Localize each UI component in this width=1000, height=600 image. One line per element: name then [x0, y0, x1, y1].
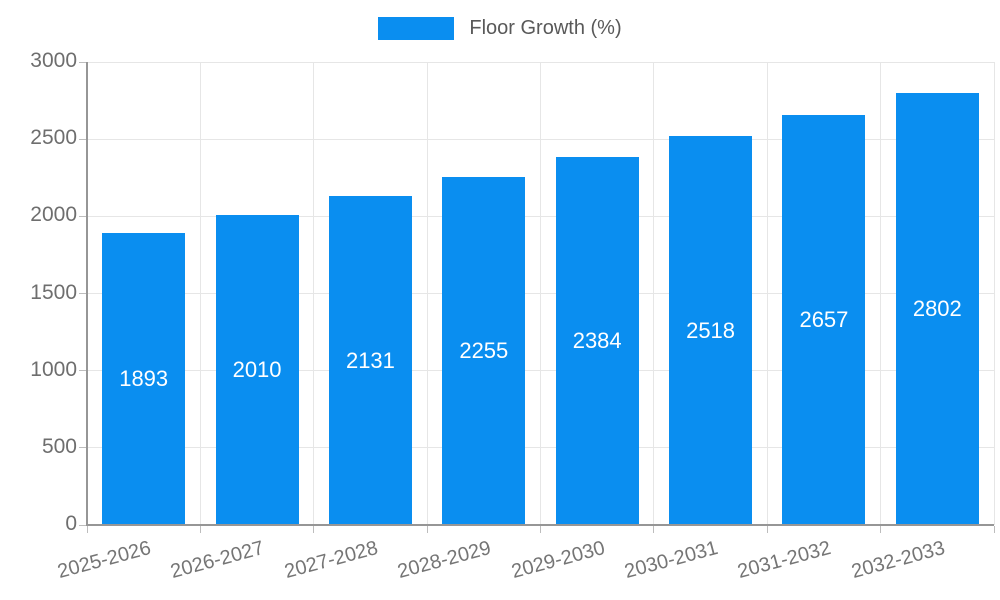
bar [328, 196, 412, 525]
y-axis-tick-label: 2500 [30, 126, 77, 150]
x-axis-category-label: 2025-2026 [55, 537, 154, 584]
y-axis-tick [79, 524, 86, 526]
gridline-vertical [653, 62, 655, 525]
y-axis-tick [79, 293, 86, 294]
x-axis-tick [993, 526, 995, 533]
bar [555, 157, 639, 525]
y-axis-tick-label: 3000 [30, 49, 77, 73]
bar-value-label: 2384 [572, 328, 622, 354]
x-axis-category-label: 2028-2029 [395, 537, 494, 584]
bar [669, 136, 753, 525]
y-axis-tick-label: 1500 [30, 280, 77, 304]
x-axis-tick [426, 526, 428, 533]
x-axis-tick [199, 526, 201, 533]
y-axis-line [86, 62, 88, 525]
x-axis-tick [313, 526, 315, 533]
bar-value-label: 2802 [912, 295, 962, 321]
gridline-vertical [766, 62, 768, 525]
gridline-vertical [880, 62, 882, 525]
x-axis-tick [540, 526, 541, 533]
x-axis-category-label: 2031-2032 [735, 537, 834, 584]
x-axis-tick [766, 526, 768, 533]
bar-value-label: 1893 [119, 365, 169, 391]
x-axis-tick [653, 526, 655, 533]
y-axis-tick [79, 370, 86, 372]
y-axis-tick-label: 2000 [30, 203, 77, 227]
gridline-vertical [313, 62, 315, 525]
gridline-vertical [199, 62, 201, 525]
legend-label: Floor Growth (%) [469, 17, 622, 39]
x-axis-category-label: 2030-2031 [622, 537, 721, 584]
bar-value-label: 2131 [345, 347, 395, 373]
bar [895, 92, 979, 525]
bar-value-label: 2657 [799, 306, 849, 332]
x-axis-tick [86, 526, 88, 533]
bar [442, 176, 526, 525]
gridline-vertical [426, 62, 428, 525]
x-axis-category-label: 2026-2027 [168, 537, 267, 584]
bar [782, 114, 866, 525]
bar-value-label: 2255 [459, 337, 509, 363]
x-axis-category-label: 2027-2028 [282, 537, 381, 584]
bar-value-label: 2010 [232, 356, 282, 382]
y-axis-tick [79, 61, 86, 63]
gridline-vertical [993, 62, 995, 525]
bar-value-label: 2518 [686, 317, 736, 343]
gridline-vertical [540, 62, 541, 525]
y-axis-tick [79, 447, 86, 449]
y-axis-tick-label: 500 [41, 434, 77, 458]
bar [215, 214, 299, 525]
chart-legend: Floor Growth (%) [0, 17, 1000, 40]
x-axis-category-label: 2032-2033 [848, 537, 948, 584]
x-axis-category-label: 2029-2030 [508, 537, 607, 584]
y-axis-tick [79, 138, 86, 140]
x-axis-tick [880, 526, 882, 533]
y-axis-tick-label: 0 [65, 512, 77, 536]
legend-swatch [378, 17, 455, 40]
y-axis-tick [79, 215, 86, 217]
y-axis-tick-label: 1000 [30, 357, 77, 381]
bar [102, 232, 186, 525]
x-axis-line [86, 524, 994, 526]
